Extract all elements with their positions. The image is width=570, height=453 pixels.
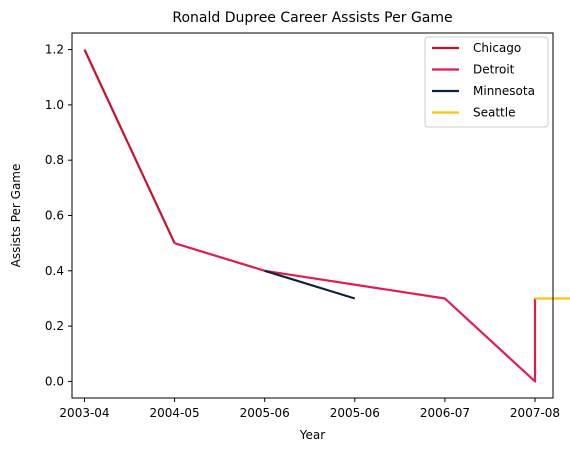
y-tick-label: 1.2 [45,43,64,57]
legend-label-seattle: Seattle [473,106,515,120]
x-tick-label: 2005-06 [240,406,290,420]
x-tick-label: 2003-04 [59,406,109,420]
x-axis: 2003-04 2004-05 2005-06 2005-06 2006-07 2007-… [59,398,560,420]
chart-title: Ronald Dupree Career Assists Per Game [172,10,452,26]
y-tick-label: 0.6 [45,209,64,223]
y-tick-label: 0.0 [45,374,64,388]
x-tick-label: 2004-05 [150,406,200,420]
legend-label-chicago: Chicago [473,41,521,55]
x-tick-label: 2007-08 [510,406,560,420]
series-line-chicago [83,49,176,244]
series-line-detroit [174,242,537,383]
x-tick-label: 2005-06 [330,406,380,420]
x-axis-label: Year [299,428,325,442]
legend-box [424,36,549,128]
y-tick-label: 1.0 [45,98,64,112]
y-tick-label: 0.4 [45,264,64,278]
y-tick-label: 0.2 [45,319,64,333]
plot-area [83,49,570,383]
x-tick-label: 2006-07 [420,406,470,420]
series-line-minnesota [264,269,356,300]
y-axis: 0.0 0.2 0.4 0.6 0.8 1.0 1.2 [45,43,72,388]
legend-label-detroit: Detroit [473,63,515,77]
legend: Chicago Detroit Minnesota Seattle [424,36,549,128]
y-axis-label: Assists Per Game [9,164,23,268]
legend-label-minnesota: Minnesota [473,84,535,98]
y-tick-label: 0.8 [45,153,64,167]
